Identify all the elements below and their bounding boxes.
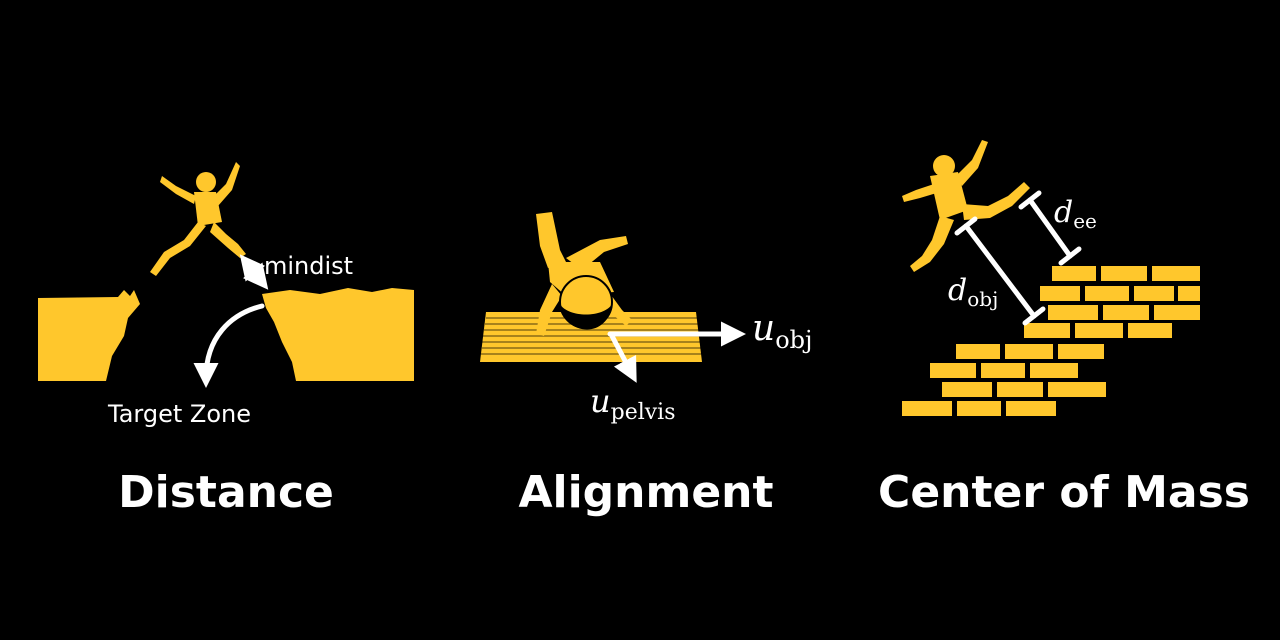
left-cliff-shape xyxy=(38,290,140,381)
center-of-mass-panel: dobj dee Center of Mass xyxy=(878,140,1250,518)
center-of-mass-title: Center of Mass xyxy=(878,467,1250,518)
target-zone-label: Target Zone xyxy=(107,400,251,428)
u-pelvis-arrow xyxy=(609,333,637,383)
mindist-arrow xyxy=(239,254,269,290)
leaping-person-icon xyxy=(902,140,1030,272)
distance-title: Distance xyxy=(118,467,334,518)
mindist-label: mindist xyxy=(264,252,353,280)
u-obj-label: uobj xyxy=(752,308,812,354)
d-ee-bar xyxy=(1018,190,1082,266)
d-ee-label: dee xyxy=(1054,195,1097,233)
alignment-panel: uobj upelvis Alignment xyxy=(480,212,812,518)
alignment-title: Alignment xyxy=(518,467,773,518)
right-cliff-shape xyxy=(262,288,414,381)
distance-panel: mindist Target Zone Distance xyxy=(38,162,414,518)
u-pelvis-label: upelvis xyxy=(590,382,676,425)
d-obj-label: dobj xyxy=(948,273,998,311)
d-obj-bar xyxy=(954,216,1046,326)
handstand-person-icon xyxy=(536,212,632,336)
brick-stairs-icon xyxy=(902,266,1200,416)
target-zone-arrow xyxy=(193,303,265,388)
jumping-person-icon xyxy=(150,162,246,276)
